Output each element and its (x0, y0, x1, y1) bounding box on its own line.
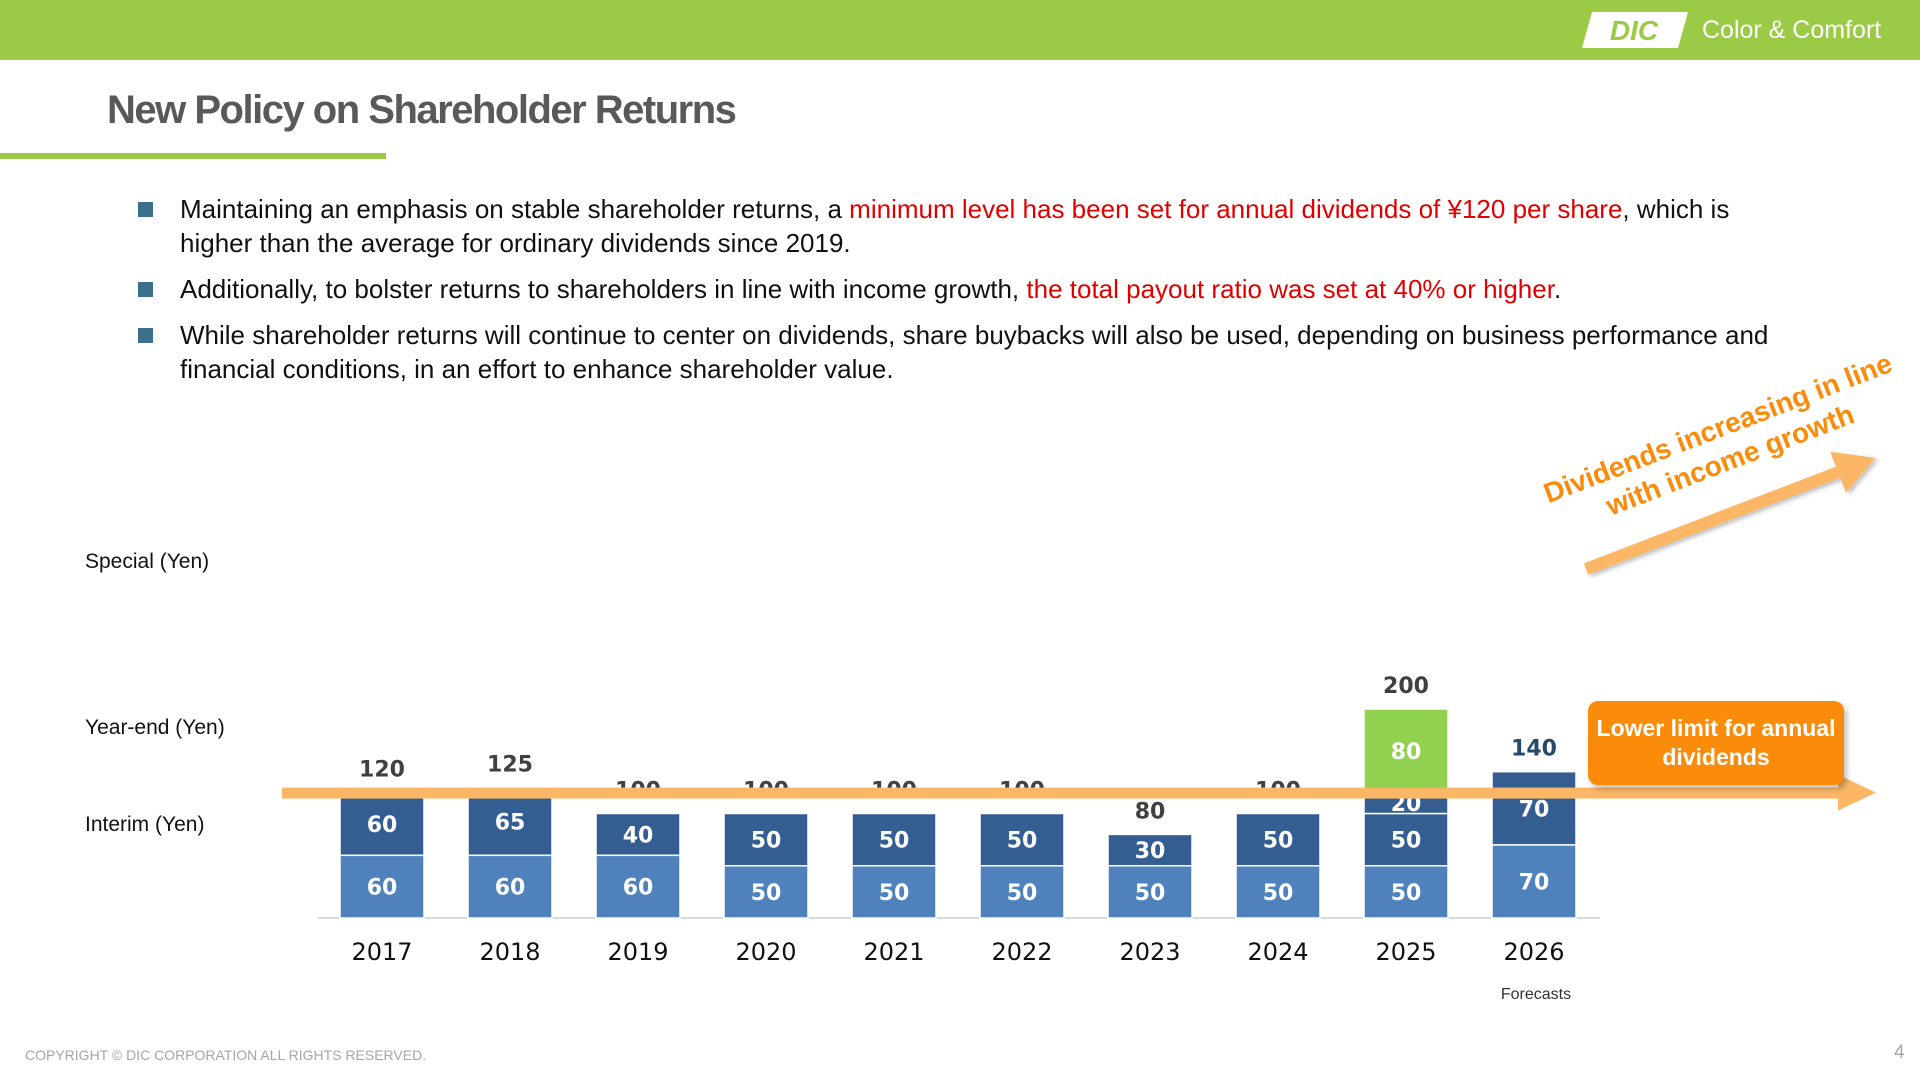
bullet-item: Additionally, to bolster returns to shar… (138, 272, 1778, 306)
bar-segment-year-end (1235, 812, 1321, 867)
title-underline (0, 153, 386, 159)
interim-label: Interim (Yen) (85, 813, 205, 836)
bullet-text: . (1553, 274, 1562, 304)
bar-total-label: 80 (1135, 799, 1166, 824)
x-tick-label: 2019 (607, 938, 668, 966)
bar-segment-label: 60 (495, 876, 526, 901)
bar-segment-label: 60 (367, 876, 398, 901)
bar-segment-interim (723, 865, 809, 919)
x-tick-label: 2022 (991, 938, 1052, 966)
bar-segment-year-end (1107, 833, 1193, 867)
bar-segment-interim (1107, 865, 1193, 919)
bar-segment-year-end (851, 812, 937, 867)
bullet-text: While shareholder returns will continue … (180, 320, 1769, 384)
bar-segment-interim (339, 854, 425, 919)
lower-limit-callout: Lower limit for annual dividends (1588, 701, 1844, 785)
bar-total-label: 120 (359, 758, 405, 783)
growth-arrow-head (1830, 451, 1876, 493)
top-banner: DIC Color & Comfort (0, 0, 1920, 60)
bar-total-label: 200 (1383, 674, 1429, 699)
bar-segment-label: 30 (1135, 839, 1166, 864)
bar-segment-year-end (595, 812, 681, 857)
bar-segment-label: 50 (1007, 881, 1038, 906)
x-tick-label: 2024 (1247, 938, 1308, 966)
bar-segment-label: 50 (1391, 881, 1422, 906)
bar-segment-label: 60 (367, 813, 398, 838)
bullet-text: Additionally, to bolster returns to shar… (180, 274, 1027, 304)
bullet-highlight: minimum level has been set for annual di… (849, 194, 1623, 224)
bar-segment-interim (595, 854, 681, 919)
x-tick-label: 2020 (735, 938, 796, 966)
bar-segment-label: 50 (1135, 881, 1166, 906)
x-tick-label: 2025 (1375, 938, 1436, 966)
bar-segment-year-end (723, 812, 809, 867)
bar-segment-interim (1363, 865, 1449, 919)
lower-limit-arrowhead (1838, 774, 1876, 811)
bar-segment-label: 65 (495, 810, 526, 835)
bullet-list: Maintaining an emphasis on stable shareh… (138, 192, 1778, 398)
bullet-text: , which is higher than the average for o… (180, 194, 1730, 258)
bar-segment-interim (1235, 865, 1321, 919)
bar-segment-label: 40 (623, 823, 654, 848)
bar-segment-label: 50 (1263, 829, 1294, 854)
bar-segment-interim (851, 865, 937, 919)
page-number: 4 (1894, 1042, 1905, 1063)
bullet-item: Maintaining an emphasis on stable shareh… (138, 192, 1778, 260)
bullet-square-icon (138, 202, 153, 217)
x-tick-label: 2018 (479, 938, 540, 966)
tagline: Color & Comfort (1702, 16, 1882, 44)
forecast-note: Forecasts (1501, 986, 1571, 1003)
x-tick-label: 2023 (1119, 938, 1180, 966)
lower-limit-line (282, 787, 1840, 799)
x-tick-label: 2026 (1503, 938, 1564, 966)
growth-arrow: Dividends increasing in line with income… (1539, 347, 1896, 575)
page-title: New Policy on Shareholder Returns (107, 88, 737, 132)
bar-segment-label: 50 (879, 829, 910, 854)
copyright-footer: COPYRIGHT © DIC CORPORATION ALL RIGHTS R… (25, 1047, 427, 1063)
bullet-square-icon (138, 282, 153, 297)
bar-segment-label: 50 (751, 829, 782, 854)
bar-segment-year-end (467, 786, 553, 857)
bar-segment-label: 50 (751, 881, 782, 906)
x-tick-label: 2021 (863, 938, 924, 966)
x-tick-label: 2017 (351, 938, 412, 966)
svg-text:DIC: DIC (1610, 15, 1659, 46)
bullet-text: Maintaining an emphasis on stable shareh… (180, 194, 850, 224)
bar-segment-label: 60 (623, 876, 654, 901)
bullet-item: While shareholder returns will continue … (138, 318, 1778, 386)
bar-segment-label: 50 (879, 881, 910, 906)
bar-segment-interim (467, 854, 553, 919)
bullet-highlight: the total payout ratio was set at 40% or… (1026, 274, 1554, 304)
bar-total-label: 125 (487, 752, 533, 777)
bar-segment-label: 50 (1391, 829, 1422, 854)
special-label: Special (Yen) (85, 550, 210, 573)
dic-logo-icon: DIC (1582, 12, 1688, 48)
bar-segment-year-end (979, 812, 1065, 867)
bar-segment-year-end (1491, 770, 1577, 846)
bar-segment-label: 70 (1519, 797, 1550, 822)
bullet-square-icon (138, 328, 153, 343)
bar-segment-label: 50 (1007, 829, 1038, 854)
year-end-label: Year-end (Yen) (85, 716, 225, 739)
bar-total-label: 140 (1511, 737, 1557, 762)
growth-arrow-shaft (1583, 464, 1846, 575)
bar-segment-interim (979, 865, 1065, 919)
bar-segment-label: 50 (1263, 881, 1294, 906)
bar-segment-label: 80 (1391, 740, 1422, 765)
bar-segment-label: 70 (1519, 870, 1550, 895)
